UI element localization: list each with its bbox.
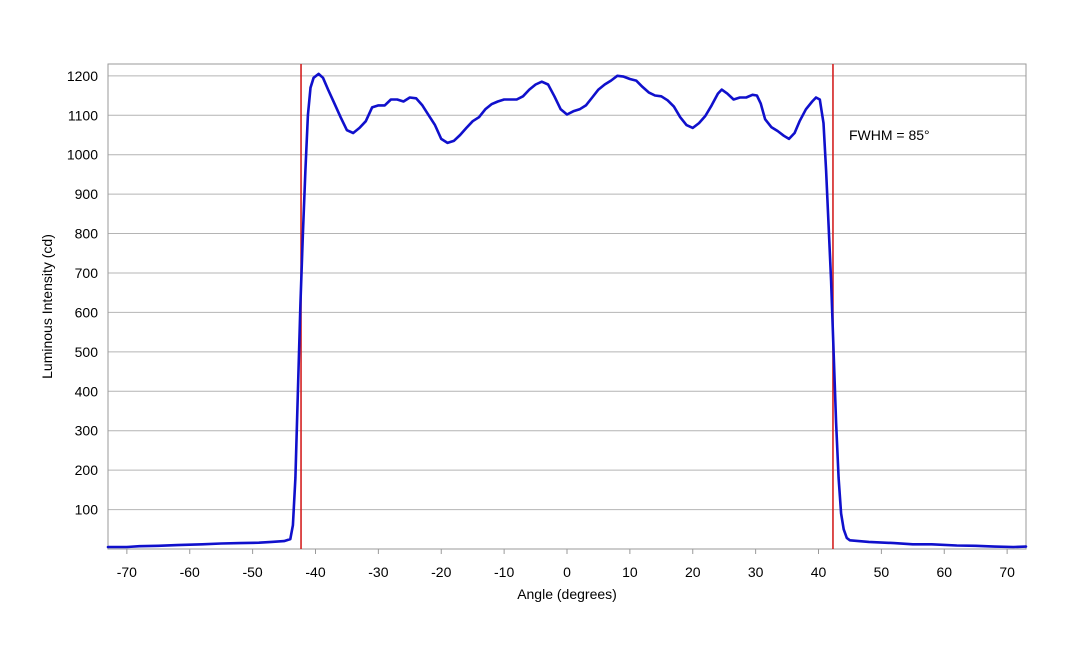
y-tick-label: 900 (75, 186, 99, 202)
y-tick-label: 1100 (68, 107, 98, 123)
y-tick-label: 1000 (67, 147, 98, 163)
y-tick-label: 500 (75, 344, 99, 360)
y-tick-label: 800 (75, 226, 99, 242)
y-tick-label: 400 (75, 383, 99, 399)
x-tick-label: 60 (936, 564, 952, 580)
y-tick-labels: 100 200 300 400 500 600 700 800 900 1000 1100 1200 (67, 68, 98, 518)
x-tick-label: 40 (811, 564, 827, 580)
x-tick-label: 0 (563, 564, 571, 580)
y-axis-label: Luminous Intensity (cd) (39, 234, 55, 379)
x-tick-label: -10 (494, 564, 514, 580)
y-tick-label: 600 (75, 304, 99, 320)
x-tick-label: -20 (431, 564, 451, 580)
x-axis-label: Angle (degrees) (517, 586, 617, 602)
y-tick-label: 1200 (67, 68, 98, 84)
y-tick-label: 700 (75, 265, 99, 281)
series-line (106, 72, 1028, 549)
gridlines (108, 75, 1026, 511)
x-tick-label: 10 (622, 564, 638, 580)
y-tick-label: 300 (75, 423, 99, 439)
y-tick-label: 200 (75, 462, 99, 478)
series-layer (106, 72, 1028, 549)
fwhm-annotation: FWHM = 85° (849, 127, 930, 143)
x-tick-label: 50 (874, 564, 890, 580)
x-tick-label: -60 (180, 564, 200, 580)
y-tick-label: 100 (75, 502, 99, 518)
x-tick-label: 20 (685, 564, 701, 580)
x-tick-label: -50 (242, 564, 262, 580)
x-tick-labels: -70 -60 -50 -40 -30 -20 -10 0 10 20 30 40 50 60 70 (117, 549, 1015, 580)
x-tick-label: -70 (117, 564, 137, 580)
x-tick-label: -30 (368, 564, 388, 580)
fwhm-markers (300, 64, 834, 549)
x-tick-label: 70 (999, 564, 1015, 580)
x-tick-label: -40 (305, 564, 325, 580)
x-tick-label: 30 (748, 564, 764, 580)
